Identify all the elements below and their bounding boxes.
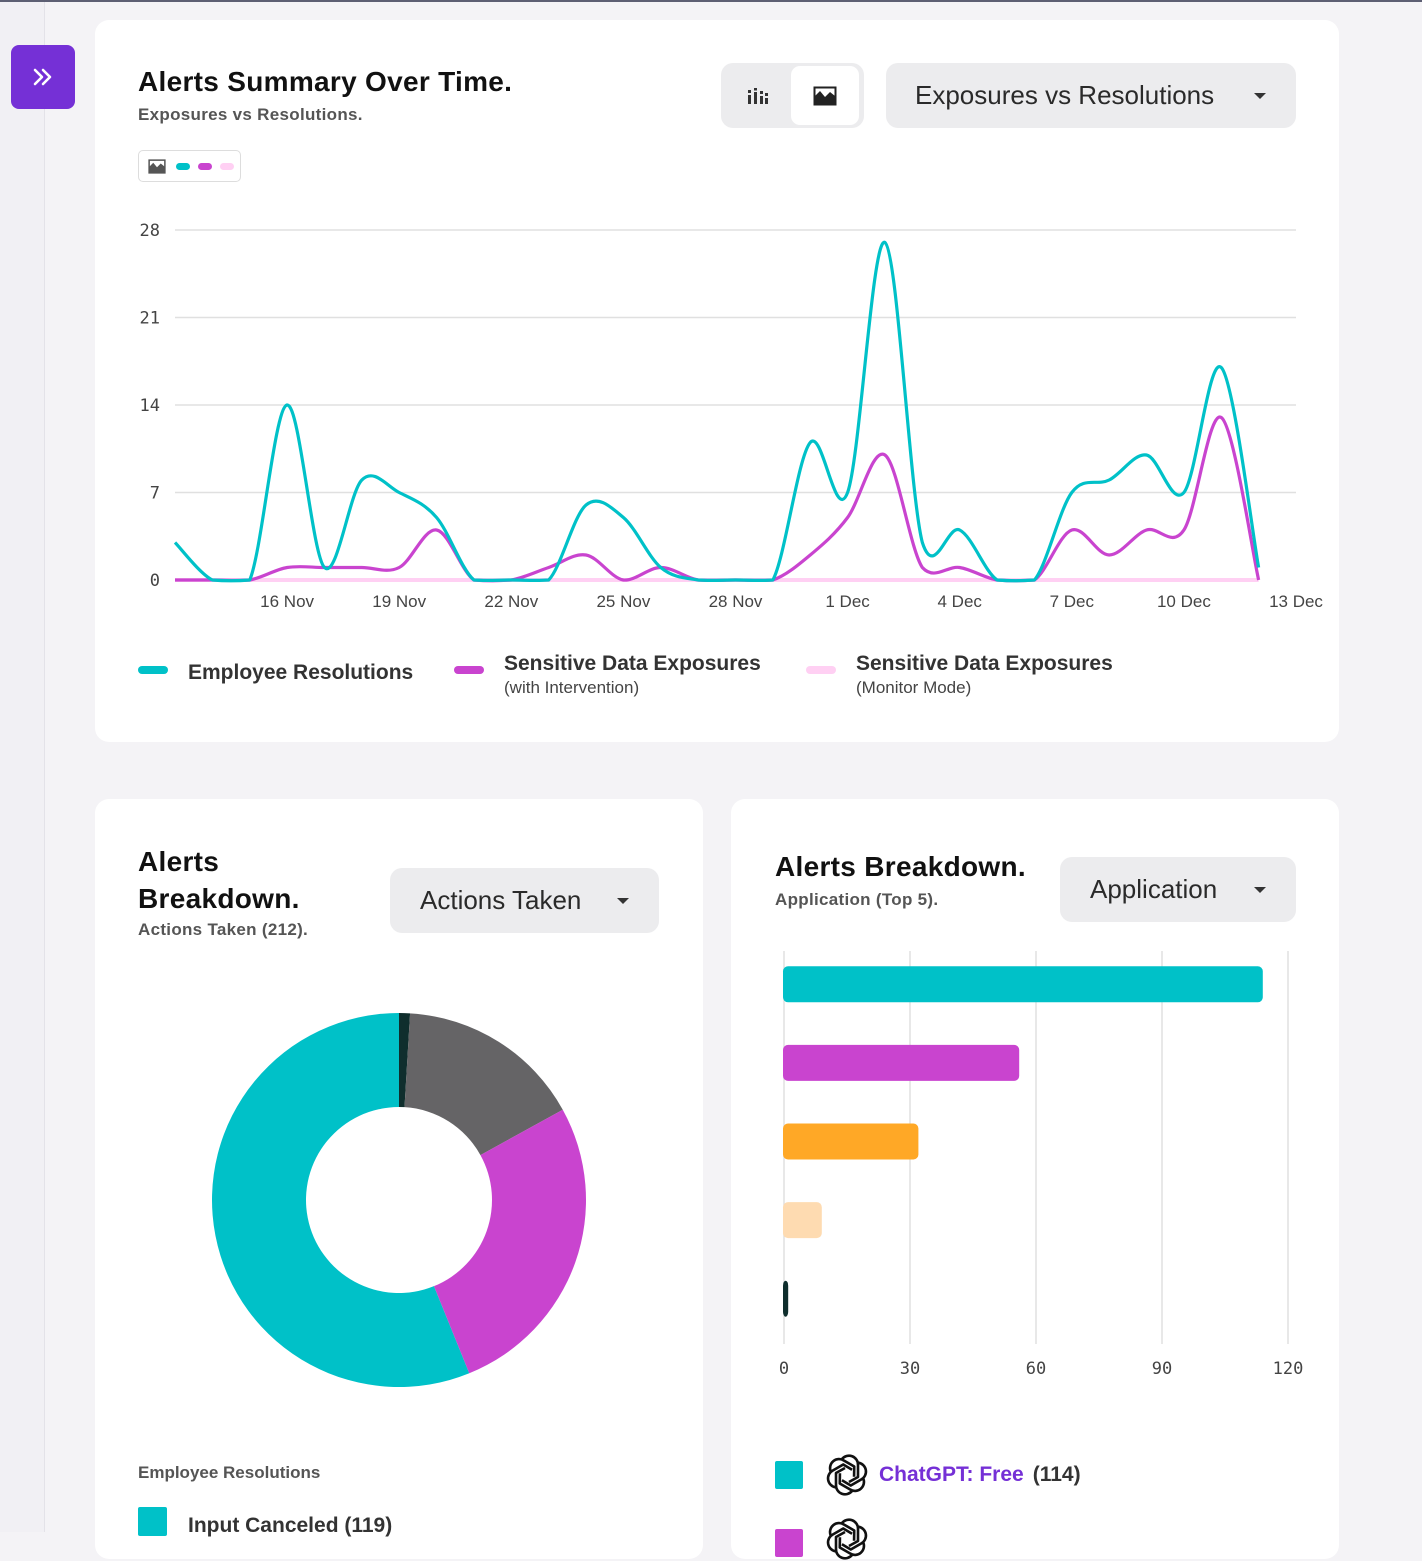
x-tick-label: 22 Nov	[484, 592, 538, 611]
x-tick-label: 90	[1152, 1359, 1172, 1379]
actions-breakdown-card: Alerts Breakdown. Actions Taken (212). A…	[95, 799, 703, 1559]
summary-subtitle: Exposures vs Resolutions.	[138, 105, 363, 124]
area-chart-small-icon	[148, 159, 166, 174]
double-chevron-right-icon	[33, 68, 52, 86]
sidebar	[0, 2, 45, 1532]
mini-dot-magenta	[198, 163, 212, 170]
actions-dropdown-value: Actions Taken	[420, 885, 582, 915]
legend-label: Employee Resolutions	[188, 661, 414, 684]
bar-1	[783, 966, 1263, 1003]
legend-label: Sensitive Data Exposures	[856, 652, 1113, 675]
series-line-employee-resolutions	[173, 240, 1261, 583]
mini-legend-toggle[interactable]	[138, 150, 241, 182]
x-tick-label: 0	[779, 1359, 789, 1379]
apps-dropdown-value: Application	[1090, 874, 1218, 904]
series-line-with-intervention	[174, 415, 1261, 583]
actions-donut-chart	[211, 1013, 586, 1387]
area-chart-icon	[813, 86, 837, 105]
donut-slice-unknown	[399, 1013, 411, 1108]
x-tick-label: 19 Nov	[372, 592, 426, 611]
app-name: ChatGPT: Free	[879, 1463, 1024, 1486]
x-tick-label: 1 Dec	[825, 592, 870, 611]
x-tick-label: 60	[1026, 1359, 1046, 1379]
apps-dropdown[interactable]: Application	[1060, 857, 1296, 922]
app-count: (114)	[1032, 1463, 1081, 1486]
x-tick-label: 10 Dec	[1157, 592, 1211, 611]
y-tick-label: 21	[140, 309, 160, 329]
donut-slice-other	[404, 1013, 563, 1156]
bar-view-button[interactable]	[724, 66, 792, 125]
openai-logo-icon	[826, 1518, 868, 1560]
donut-slice-sensitive-data-exposure	[433, 1109, 586, 1374]
legend-swatch	[454, 666, 484, 674]
apps-bar-chart: 0 30 60 90 120	[779, 951, 1304, 1379]
app-swatch-teal	[775, 1461, 803, 1489]
legend-sublabel: (with Intervention)	[504, 678, 640, 697]
x-tick-label: 30	[900, 1359, 920, 1379]
actions-dropdown[interactable]: Actions Taken	[390, 868, 659, 933]
openai-logo-icon	[826, 1454, 868, 1496]
chart-view-toggle	[721, 63, 864, 128]
app-list-item[interactable]: ChatGPT: Free (114)	[775, 1453, 1081, 1497]
legend-label: Sensitive Data Exposures	[504, 652, 761, 675]
mini-dot-teal	[176, 163, 190, 170]
x-tick-label: 13 Dec	[1269, 592, 1323, 611]
chevron-down-icon	[617, 898, 629, 904]
expand-sidebar-button[interactable]	[11, 45, 75, 109]
y-tick-label: 28	[140, 221, 160, 241]
area-view-button[interactable]	[791, 66, 859, 125]
top-border	[0, 0, 1422, 2]
summary-line-chart: 0 7 14 21 28 16 Nov 19 Nov 22 Nov 25 Nov 28 Nov 1 …	[140, 221, 1324, 611]
legend-swatch	[138, 666, 168, 674]
legend-sublabel: (Monitor Mode)	[856, 678, 972, 697]
chevron-down-icon	[1254, 887, 1266, 893]
application-breakdown-card: Alerts Breakdown. Application (Top 5). A…	[731, 799, 1339, 1560]
actions-subtitle: Actions Taken (212).	[138, 920, 309, 939]
bar-4	[783, 1202, 822, 1239]
y-tick-label: 14	[140, 396, 160, 416]
mini-dot-pink	[220, 163, 234, 170]
x-tick-label: 120	[1273, 1359, 1304, 1379]
bar-5	[783, 1280, 789, 1317]
x-tick-label: 25 Nov	[596, 592, 650, 611]
legend-swatch-teal	[138, 1507, 167, 1536]
actions-title: Alerts Breakdown.	[138, 846, 300, 914]
y-tick-label: 7	[150, 484, 160, 504]
apps-title: Alerts Breakdown.	[775, 851, 1026, 882]
summary-metric-dropdown[interactable]: Exposures vs Resolutions	[886, 63, 1296, 128]
summary-dropdown-value: Exposures vs Resolutions	[915, 80, 1215, 110]
bar-3	[783, 1123, 919, 1160]
x-tick-label: 7 Dec	[1050, 592, 1095, 611]
alerts-summary-card: Alerts Summary Over Time. Exposures vs R…	[95, 20, 1339, 742]
x-tick-label: 16 Nov	[260, 592, 314, 611]
app-swatch-magenta	[775, 1529, 803, 1557]
bar-chart-icon	[748, 87, 768, 104]
chevron-down-icon	[1254, 93, 1266, 99]
donut-slice-input-canceled	[211, 1013, 470, 1387]
x-tick-label: 28 Nov	[709, 592, 763, 611]
group-label: Employee Resolutions	[138, 1463, 321, 1482]
bar-2	[783, 1044, 1020, 1081]
x-tick-label: 4 Dec	[937, 592, 982, 611]
legend-label: Input Canceled (119)	[188, 1514, 393, 1537]
apps-subtitle: Application (Top 5).	[775, 890, 939, 909]
y-tick-label: 0	[150, 571, 160, 591]
summary-title: Alerts Summary Over Time.	[138, 66, 513, 97]
legend-swatch	[806, 666, 836, 674]
